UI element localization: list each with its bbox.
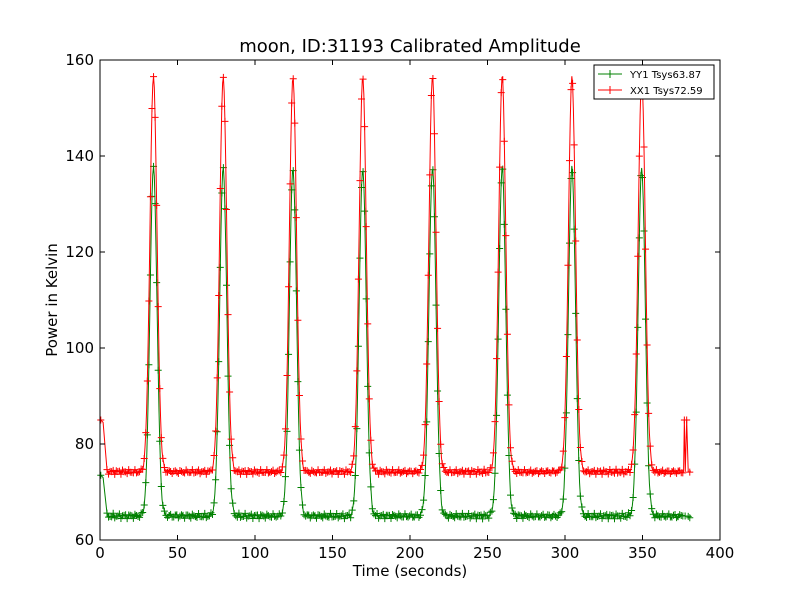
plot-series xyxy=(97,73,694,523)
y-tick-label: 60 xyxy=(75,531,94,549)
series-xx1 xyxy=(97,73,694,478)
y-tick-label: 100 xyxy=(65,339,94,357)
series-markers xyxy=(97,73,694,478)
series-markers xyxy=(97,162,694,523)
y-axis-label: Power in Kelvin xyxy=(43,243,61,357)
legend-label-yy1: YY1 Tsys63.87 xyxy=(629,70,701,81)
legend-entry-yy1: YY1 Tsys63.87 xyxy=(598,70,701,81)
x-tick-label: 50 xyxy=(168,544,187,562)
x-tick-label: 400 xyxy=(706,544,735,562)
x-tick-label: 350 xyxy=(628,544,657,562)
x-tick-label: 0 xyxy=(95,544,105,562)
y-axis: 60 80 100 120 140 160 xyxy=(65,51,720,549)
series-yy1 xyxy=(97,162,694,523)
x-tick-label: 250 xyxy=(473,544,502,562)
x-axis-label: Time (seconds) xyxy=(352,562,468,580)
y-tick-label: 160 xyxy=(65,51,94,69)
legend-entry-xx1: XX1 Tsys72.59 xyxy=(598,86,703,97)
x-tick-label: 100 xyxy=(241,544,270,562)
x-axis: 0 50 100 150 200 250 300 350 400 xyxy=(95,60,734,562)
x-tick-label: 150 xyxy=(318,544,347,562)
legend-box xyxy=(593,64,715,100)
y-tick-label: 140 xyxy=(65,147,94,165)
y-tick-label: 120 xyxy=(65,243,94,261)
legend-label-xx1: XX1 Tsys72.59 xyxy=(630,86,703,97)
legend: YY1 Tsys63.87 XX1 Tsys72.59 xyxy=(593,64,715,100)
y-tick-label: 80 xyxy=(75,435,94,453)
chart-title: moon, ID:31193 Calibrated Amplitude xyxy=(239,36,581,57)
x-tick-label: 300 xyxy=(551,544,580,562)
x-tick-label: 200 xyxy=(396,544,425,562)
